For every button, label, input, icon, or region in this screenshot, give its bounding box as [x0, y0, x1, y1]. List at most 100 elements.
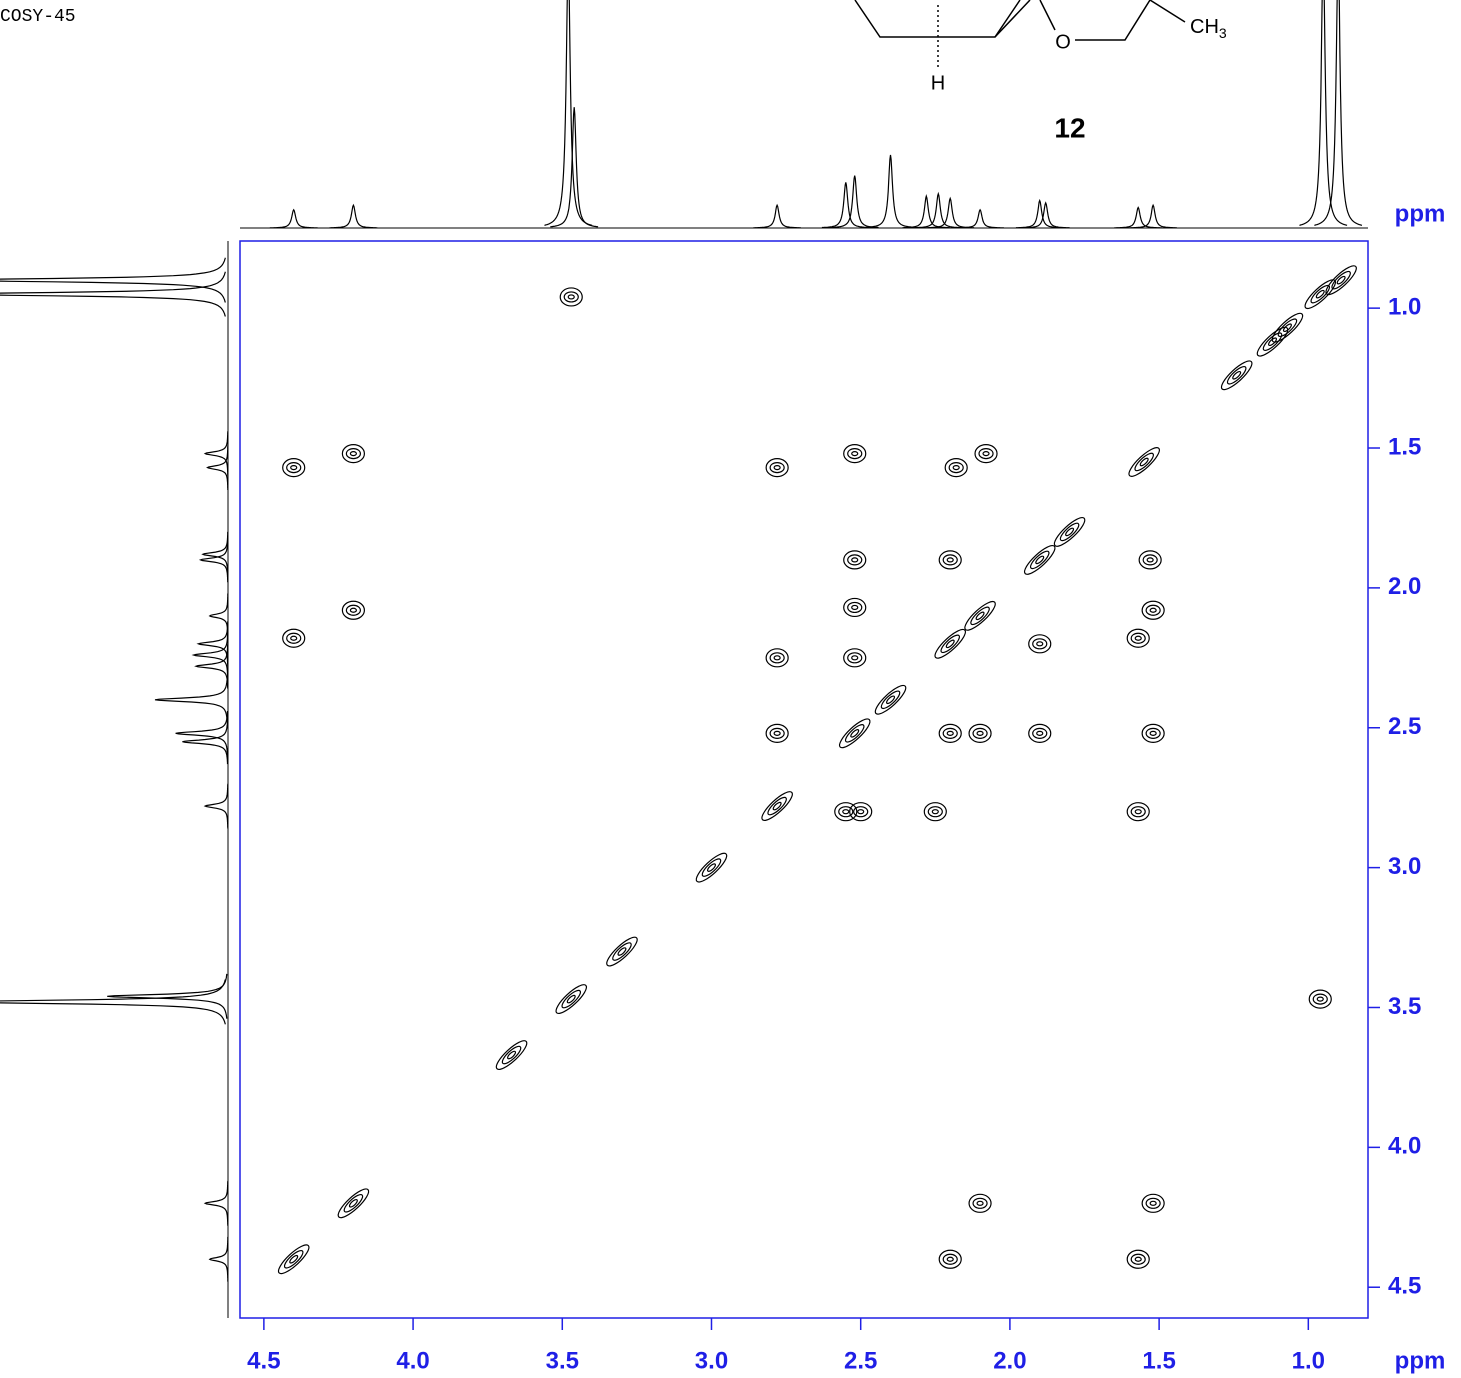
cross-peak-contour — [850, 729, 860, 738]
cross-peak-contour — [976, 730, 984, 736]
x-tick-label: 2.5 — [844, 1347, 877, 1374]
cross-peak-contour — [701, 858, 722, 877]
cross-peak-contour — [970, 606, 990, 626]
cross-peak-contour — [1277, 318, 1298, 338]
cross-peak-contour — [923, 802, 947, 822]
cross-peak-contour — [1308, 989, 1332, 1009]
cross-peak-contour — [1141, 1193, 1165, 1213]
cross-peak-contour — [1304, 279, 1337, 310]
cross-peak-contour — [1141, 723, 1165, 743]
left-projection-peak — [203, 1180, 229, 1226]
cross-peak-contour — [1134, 452, 1154, 472]
top-projection-peak — [1114, 206, 1163, 229]
cross-peak-contour — [345, 448, 361, 460]
cross-peak-contour — [851, 451, 859, 457]
cross-peak-contour — [1134, 1256, 1142, 1262]
top-projection-peak — [1129, 203, 1177, 229]
cross-peak-contour — [349, 607, 357, 613]
cross-peak-contour — [1029, 550, 1050, 570]
cross-peak-contour — [1028, 634, 1052, 654]
cross-peak-contour — [938, 723, 962, 743]
cross-peak-contour — [1128, 447, 1160, 477]
cross-peak-contour — [341, 444, 365, 464]
top-projection-peak — [1299, 0, 1348, 226]
left-projection-peak — [0, 257, 226, 303]
cross-peak-contour — [1220, 360, 1253, 391]
left-projection-peak — [175, 711, 229, 756]
left-projection-peak — [203, 431, 229, 476]
cross-peak-contour — [286, 461, 302, 474]
x-axis-label: ppm — [1395, 1347, 1446, 1374]
top-projection-peak — [902, 193, 951, 229]
cross-peak-contour — [976, 1200, 984, 1206]
cross-peak-contour — [938, 550, 962, 570]
cross-peak-contour — [1023, 544, 1056, 575]
cross-peak-contour — [843, 648, 867, 668]
cross-peak-contour — [968, 723, 992, 743]
left-projection-peak — [0, 271, 226, 317]
top-projection-peak — [956, 208, 1004, 229]
cross-peak-contour — [847, 554, 863, 566]
cross-peak-contour — [1226, 365, 1247, 385]
cross-peak-contour — [851, 655, 859, 661]
cross-peak-contour — [974, 444, 998, 464]
cross-peak-contour — [343, 1194, 364, 1213]
left-projection-peak — [201, 531, 229, 577]
chart-title: COSY-45 — [0, 7, 76, 27]
cross-peak-contour — [289, 1254, 299, 1264]
cross-peak-contour — [1134, 635, 1142, 641]
cross-peak-contour — [972, 727, 988, 739]
cross-peak-contour — [1065, 527, 1075, 537]
cross-peak-contour — [1130, 632, 1146, 644]
cross-peak-contour — [290, 464, 298, 471]
cross-peak-contour — [282, 457, 306, 478]
cross-peak-contour — [1032, 727, 1048, 739]
cross-peak-contour — [847, 652, 863, 664]
left-projection-peak — [191, 632, 229, 678]
methyl-subscript: 3 — [1219, 25, 1227, 41]
cross-peak-contour — [1149, 730, 1157, 736]
left-projection-peak — [203, 783, 229, 829]
top-projection-peak — [269, 208, 318, 229]
cross-peak-contour — [946, 730, 954, 736]
cross-peak-contour — [495, 1040, 528, 1070]
cross-peak-contour — [1325, 265, 1357, 296]
cross-peak-contour — [1262, 332, 1283, 351]
cross-peak-contour — [1145, 604, 1161, 616]
y-tick-label: 1.0 — [1388, 293, 1421, 320]
left-projection-peak — [107, 973, 228, 1019]
cross-peak-contour — [1126, 1249, 1150, 1269]
cross-peak-contour — [290, 635, 298, 641]
cross-peak-contour — [838, 718, 871, 749]
cross-peak-contour — [1138, 550, 1162, 570]
top-projection-peak — [914, 191, 963, 229]
cross-peak-contour — [942, 727, 958, 739]
cross-peak-contour — [1142, 554, 1158, 566]
cross-peak-contour — [606, 936, 638, 967]
cross-peak-contour — [769, 727, 785, 739]
y-tick-label: 2.0 — [1388, 573, 1421, 600]
cross-peak-contour — [952, 464, 960, 471]
cross-peak-contour — [843, 550, 867, 570]
cross-peak-contour — [348, 1198, 358, 1208]
cross-peak-contour — [1315, 289, 1325, 299]
cross-peak-contour — [844, 724, 865, 743]
left-projection-peak — [198, 537, 229, 583]
cross-peak-contour — [1146, 557, 1154, 563]
cross-peak-contour — [706, 863, 716, 872]
cross-peak-contour — [1232, 370, 1242, 380]
cross-peak-contour — [501, 1045, 522, 1065]
structure — [854, 0, 1186, 70]
y-tick-label: 3.5 — [1388, 993, 1421, 1020]
cross-peak-contour — [1130, 1253, 1146, 1265]
cross-peak-contour — [769, 461, 785, 474]
top-projection-peak — [830, 175, 879, 229]
atom-label: O — [1055, 31, 1071, 53]
cross-peak-contour — [843, 597, 867, 618]
cross-peak-contour — [946, 557, 954, 563]
cross-peak-contour — [940, 634, 961, 654]
cross-peak-contour — [559, 287, 583, 307]
cross-peak-contour — [1032, 638, 1048, 650]
cross-peak-contour — [1256, 326, 1289, 357]
y-tick-label: 3.0 — [1388, 853, 1421, 880]
